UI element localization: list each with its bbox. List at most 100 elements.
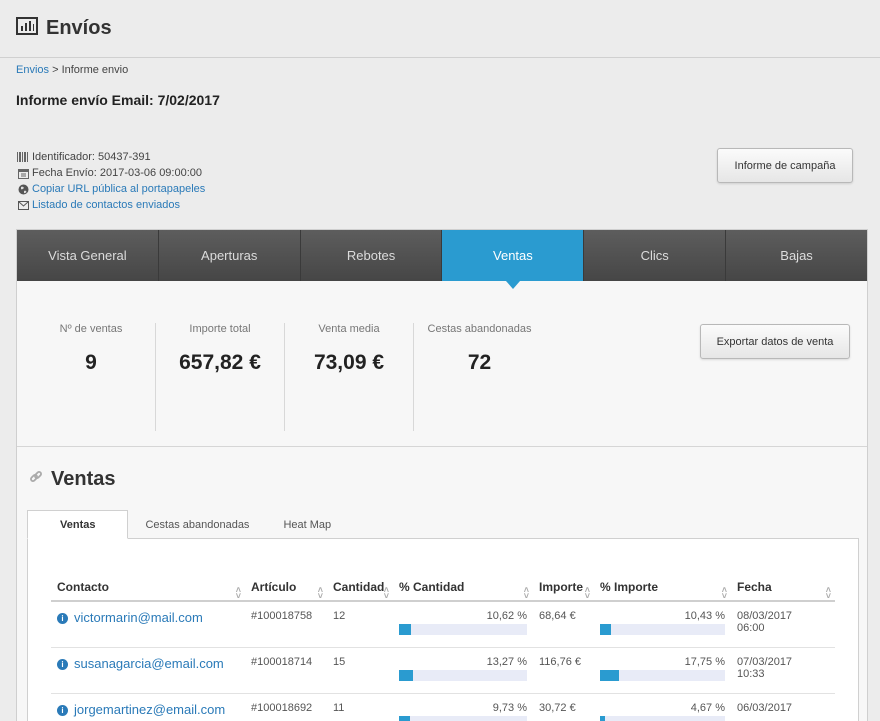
sort-icon[interactable]: ˄ ˅	[825, 585, 831, 601]
pct-amount-bar-fill	[600, 624, 612, 635]
date-text: 06/03/2017	[737, 701, 793, 714]
stat-label: Importe total	[189, 323, 251, 335]
pct-quantity-cell: 10,62 %	[393, 601, 533, 648]
time-text: 06:00	[737, 622, 765, 634]
quantity-cell: 11	[327, 693, 393, 721]
tab-vista-general[interactable]: Vista General	[17, 230, 159, 281]
tab-clics[interactable]: Clics	[584, 230, 727, 281]
info-icon[interactable]: i	[57, 613, 68, 624]
table-row: i susanagarcia@email.com #100018714 15 13…	[51, 647, 835, 694]
contact-cell: i susanagarcia@email.com	[51, 647, 245, 694]
quantity-cell: 12	[327, 601, 393, 648]
column-header-pct-importe[interactable]: % Importe ˄ ˅	[594, 573, 731, 602]
stat-total-amount: Importe total 657,82 €	[156, 323, 285, 431]
pct-amount-text: 10,43 %	[684, 610, 725, 622]
pct-quantity-text: 10,62 %	[486, 610, 527, 622]
amount-cell: 30,72 €	[533, 693, 594, 721]
pct-amount-bar	[600, 715, 725, 721]
tab-ventas[interactable]: Ventas	[442, 230, 585, 289]
stat-value: 9	[85, 351, 97, 374]
export-sales-button[interactable]: Exportar datos de venta	[700, 324, 850, 359]
copy-public-url-link[interactable]: Copiar URL pública al portapapeles	[32, 183, 206, 195]
stat-value: 657,82 €	[179, 351, 261, 374]
identifier-text: Identificador: 50437-391	[32, 151, 151, 163]
stat-sales-count: Nº de ventas 9	[27, 323, 156, 431]
pct-amount-text: 17,75 %	[684, 655, 725, 668]
column-header-fecha[interactable]: Fecha ˄ ˅	[731, 573, 835, 602]
pct-quantity-text: 9,73 %	[492, 701, 527, 714]
column-header-contacto[interactable]: Contacto ˄ ˅	[51, 573, 245, 602]
info-icon[interactable]: i	[57, 704, 68, 716]
stat-average-sale: Venta media 73,09 €	[285, 323, 414, 431]
time-text: 10:33	[737, 667, 765, 680]
pct-amount-cell: 17,75 %	[594, 647, 731, 694]
pct-amount-cell: 4,67 %	[594, 693, 731, 721]
contact-email-link[interactable]: jorgemartinez@email.com	[74, 701, 226, 717]
sales-subtabs: Ventas Cestas abandonadas Heat Map	[27, 510, 348, 539]
contact-email-link[interactable]: susanagarcia@email.com	[74, 655, 224, 671]
tab-bajas[interactable]: Bajas	[780, 248, 813, 263]
subtab-cestas-abandonadas[interactable]: Cestas abandonadas	[145, 518, 250, 531]
campaign-report-button[interactable]: Informe de campaña	[717, 148, 853, 183]
sort-icon[interactable]: ˄ ˅	[523, 585, 529, 601]
pct-quantity-text: 13,27 %	[486, 655, 527, 668]
subtab-ventas[interactable]: Ventas	[27, 510, 129, 539]
stat-value: 72	[467, 351, 492, 374]
date-cell: 06/03/2017	[731, 693, 835, 721]
send-date-text: Fecha Envío: 2017-03-06 09:00:00	[32, 167, 203, 179]
pct-amount-bar	[600, 669, 725, 681]
article-cell: #100018758	[245, 601, 327, 648]
pct-amount-bar-fill	[600, 715, 605, 721]
page-header: Envíos	[0, 0, 880, 58]
contact-cell: i victormarin@mail.com	[51, 601, 245, 648]
column-header-importe[interactable]: Importe ˄ ˅	[533, 573, 594, 602]
subtab-heat-map[interactable]: Heat Map	[283, 518, 332, 531]
page-header-title: Envíos	[46, 17, 112, 39]
sales-table: Contacto ˄ ˅ Artículo ˄ ˅ Cantidad ˄ ˅ % Canti…	[51, 573, 835, 721]
stat-value: 73,09 €	[313, 351, 385, 374]
column-header-cantidad[interactable]: Cantidad ˄ ˅	[327, 573, 393, 602]
sort-icon[interactable]: ˄ ˅	[721, 585, 727, 601]
barcode-icon	[17, 151, 29, 163]
page-title: Informe envío Email: 7/02/2017	[16, 92, 220, 108]
envelope-icon	[17, 199, 29, 211]
breadcrumb-link-envios[interactable]: Envios	[16, 64, 50, 76]
link-icon	[29, 470, 43, 489]
quantity-cell: 15	[327, 647, 393, 694]
column-header-pct-cantidad[interactable]: % Cantidad ˄ ˅	[393, 573, 533, 602]
sort-icon[interactable]: ˄ ˅	[317, 585, 323, 601]
breadcrumb: Envios > Informe envio	[16, 64, 128, 76]
pct-quantity-bar-fill	[399, 715, 410, 721]
tab-rebotes[interactable]: Rebotes	[301, 230, 443, 281]
sort-icon[interactable]: ˄ ˅	[235, 585, 241, 601]
calendar-icon	[17, 167, 29, 179]
sales-table-container: Contacto ˄ ˅ Artículo ˄ ˅ Cantidad ˄ ˅ % Canti…	[27, 538, 859, 721]
section-title: Ventas	[51, 468, 116, 490]
pct-quantity-bar	[399, 624, 527, 635]
pct-quantity-cell: 9,73 %	[393, 693, 533, 721]
send-metadata: Identificador: 50437-391 Fecha Envío: 20…	[17, 149, 205, 213]
pct-quantity-bar-fill	[399, 669, 414, 681]
pct-amount-bar	[600, 624, 725, 635]
stat-label: Nº de ventas	[59, 323, 123, 335]
info-icon[interactable]: i	[57, 658, 68, 670]
column-header-articulo[interactable]: Artículo ˄ ˅	[245, 573, 327, 602]
pct-quantity-bar	[399, 715, 527, 721]
sales-stats: Nº de ventas 9 Importe total 657,82 € Ve…	[17, 281, 867, 447]
article-cell: #100018714	[245, 647, 327, 694]
breadcrumb-separator: >	[49, 64, 62, 76]
pct-quantity-bar	[399, 669, 527, 681]
pct-amount-bar-fill	[600, 669, 619, 681]
sort-icon[interactable]: ˄ ˅	[383, 585, 389, 601]
sent-contacts-list-link[interactable]: Listado de contactos enviados	[32, 199, 180, 211]
globe-icon	[17, 183, 29, 195]
table-row: i victormarin@mail.com #100018758 12 10,6…	[51, 601, 835, 648]
stat-label: Cestas abandonadas	[427, 323, 532, 335]
sort-icon[interactable]: ˄ ˅	[584, 585, 590, 601]
bar-chart-icon	[16, 17, 38, 40]
contact-email-link[interactable]: victormarin@mail.com	[74, 610, 203, 625]
date-cell: 07/03/2017 10:33	[731, 647, 835, 694]
date-text: 08/03/2017	[737, 610, 793, 622]
tab-aperturas[interactable]: Aperturas	[159, 230, 301, 281]
table-row: i jorgemartinez@email.com #100018692 11 9…	[51, 693, 835, 721]
